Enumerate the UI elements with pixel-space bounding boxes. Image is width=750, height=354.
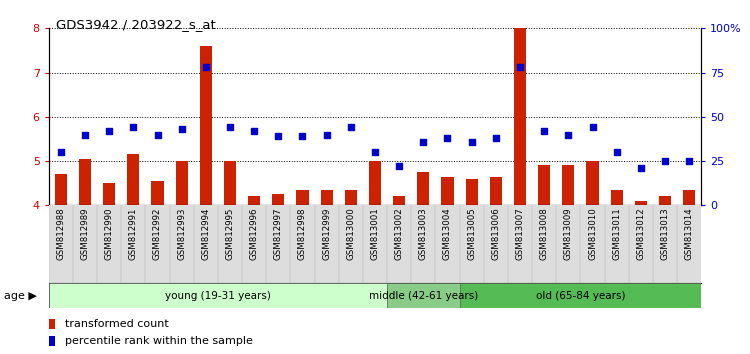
Point (224, 125, 236, 130)
Text: GSM813011: GSM813011 (612, 208, 621, 261)
Text: GSM813014: GSM813014 (685, 208, 694, 261)
Bar (224, 161, 236, 205)
Point (345, 125, 357, 130)
Text: age ▶: age ▶ (4, 291, 37, 301)
Bar (387, 283, 460, 308)
Text: GSM813007: GSM813007 (515, 208, 524, 261)
Text: GSM812991: GSM812991 (129, 208, 138, 260)
Bar (586, 161, 598, 205)
Bar (442, 177, 454, 205)
Text: GSM813003: GSM813003 (419, 208, 428, 261)
Text: GSM813000: GSM813000 (346, 208, 355, 261)
Text: GSM813001: GSM813001 (370, 208, 380, 261)
Text: GSM812999: GSM812999 (322, 208, 332, 260)
Point (393, 164, 405, 169)
Point (272, 133, 284, 139)
Bar (393, 196, 405, 205)
Point (586, 125, 598, 130)
Text: GSM813004: GSM813004 (443, 208, 452, 261)
Text: GSM812995: GSM812995 (226, 208, 235, 260)
Bar (49, 283, 387, 308)
Point (321, 132, 333, 137)
Bar (296, 190, 308, 205)
Point (79, 132, 91, 137)
Text: GSM813010: GSM813010 (588, 208, 597, 261)
Point (296, 133, 308, 139)
Bar (248, 196, 260, 205)
Bar (176, 161, 188, 205)
Point (104, 128, 116, 134)
Point (369, 149, 381, 155)
Bar (417, 172, 429, 205)
Point (683, 158, 695, 164)
Bar (152, 181, 164, 205)
Text: GSM813005: GSM813005 (467, 208, 476, 261)
Text: GDS3942 / 203922_s_at: GDS3942 / 203922_s_at (56, 18, 216, 31)
Bar (320, 190, 333, 205)
Point (634, 165, 646, 171)
Text: GSM813002: GSM813002 (394, 208, 404, 261)
Text: GSM812992: GSM812992 (153, 208, 162, 260)
Point (128, 125, 140, 130)
Point (466, 139, 478, 144)
Text: GSM812988: GSM812988 (56, 208, 65, 260)
Text: middle (42-61 years): middle (42-61 years) (369, 291, 478, 301)
Point (152, 132, 164, 137)
Point (200, 64, 211, 70)
Point (248, 128, 260, 134)
Text: GSM812990: GSM812990 (105, 208, 114, 260)
Bar (55, 175, 67, 205)
Point (659, 158, 671, 164)
Text: GSM812996: GSM812996 (250, 208, 259, 260)
Bar (538, 166, 550, 205)
Bar (49, 336, 55, 346)
Text: young (19-31 years): young (19-31 years) (165, 291, 271, 301)
Bar (345, 190, 357, 205)
Text: GSM813008: GSM813008 (540, 208, 549, 261)
Point (176, 126, 188, 132)
Bar (49, 319, 55, 329)
Text: transformed count: transformed count (65, 319, 169, 329)
Point (417, 139, 429, 144)
Text: old (65-84 years): old (65-84 years) (536, 291, 626, 301)
Bar (562, 166, 574, 205)
Bar (460, 283, 701, 308)
Bar (490, 177, 502, 205)
Bar (683, 190, 695, 205)
Point (490, 135, 502, 141)
Bar (466, 179, 478, 205)
Bar (272, 194, 284, 205)
Bar (369, 161, 381, 205)
Text: GSM812989: GSM812989 (80, 208, 89, 260)
Point (55, 149, 67, 155)
Text: GSM813013: GSM813013 (661, 208, 670, 261)
Text: percentile rank within the sample: percentile rank within the sample (65, 336, 253, 346)
Point (562, 132, 574, 137)
Bar (514, 28, 526, 205)
Bar (659, 196, 671, 205)
Bar (103, 183, 116, 205)
Point (442, 135, 454, 141)
Text: GSM813006: GSM813006 (491, 208, 500, 261)
Bar (610, 190, 622, 205)
Text: GSM813012: GSM813012 (636, 208, 645, 261)
Bar (79, 159, 91, 205)
Bar (634, 201, 646, 205)
Text: GSM813009: GSM813009 (564, 208, 573, 260)
Bar (128, 154, 140, 205)
Point (610, 149, 622, 155)
Text: GSM812997: GSM812997 (274, 208, 283, 260)
Point (538, 128, 550, 134)
Point (514, 64, 526, 70)
Text: GSM812994: GSM812994 (201, 208, 210, 260)
Bar (200, 46, 211, 205)
Text: GSM812993: GSM812993 (177, 208, 186, 260)
Text: GSM812998: GSM812998 (298, 208, 307, 260)
